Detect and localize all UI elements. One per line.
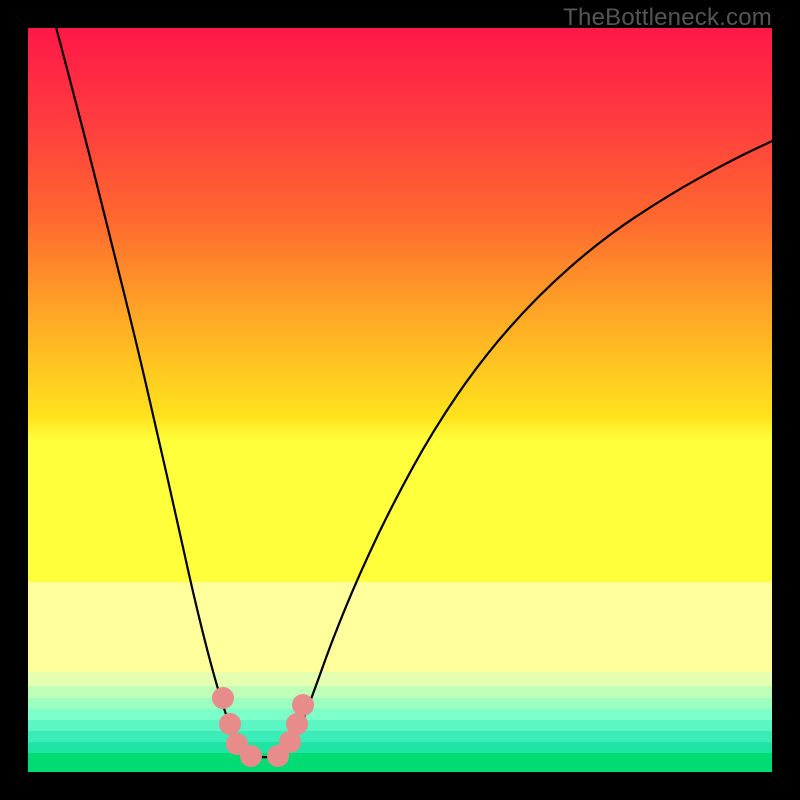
watermark-text: TheBottleneck.com — [563, 4, 772, 32]
marker-cluster — [28, 28, 772, 772]
marker-dot — [212, 687, 234, 709]
plot-area — [28, 28, 772, 772]
marker-dot — [286, 713, 308, 735]
marker-dot — [292, 694, 314, 716]
canvas-root: TheBottleneck.com — [0, 0, 800, 800]
marker-dot — [219, 713, 241, 735]
marker-dot — [240, 745, 262, 767]
